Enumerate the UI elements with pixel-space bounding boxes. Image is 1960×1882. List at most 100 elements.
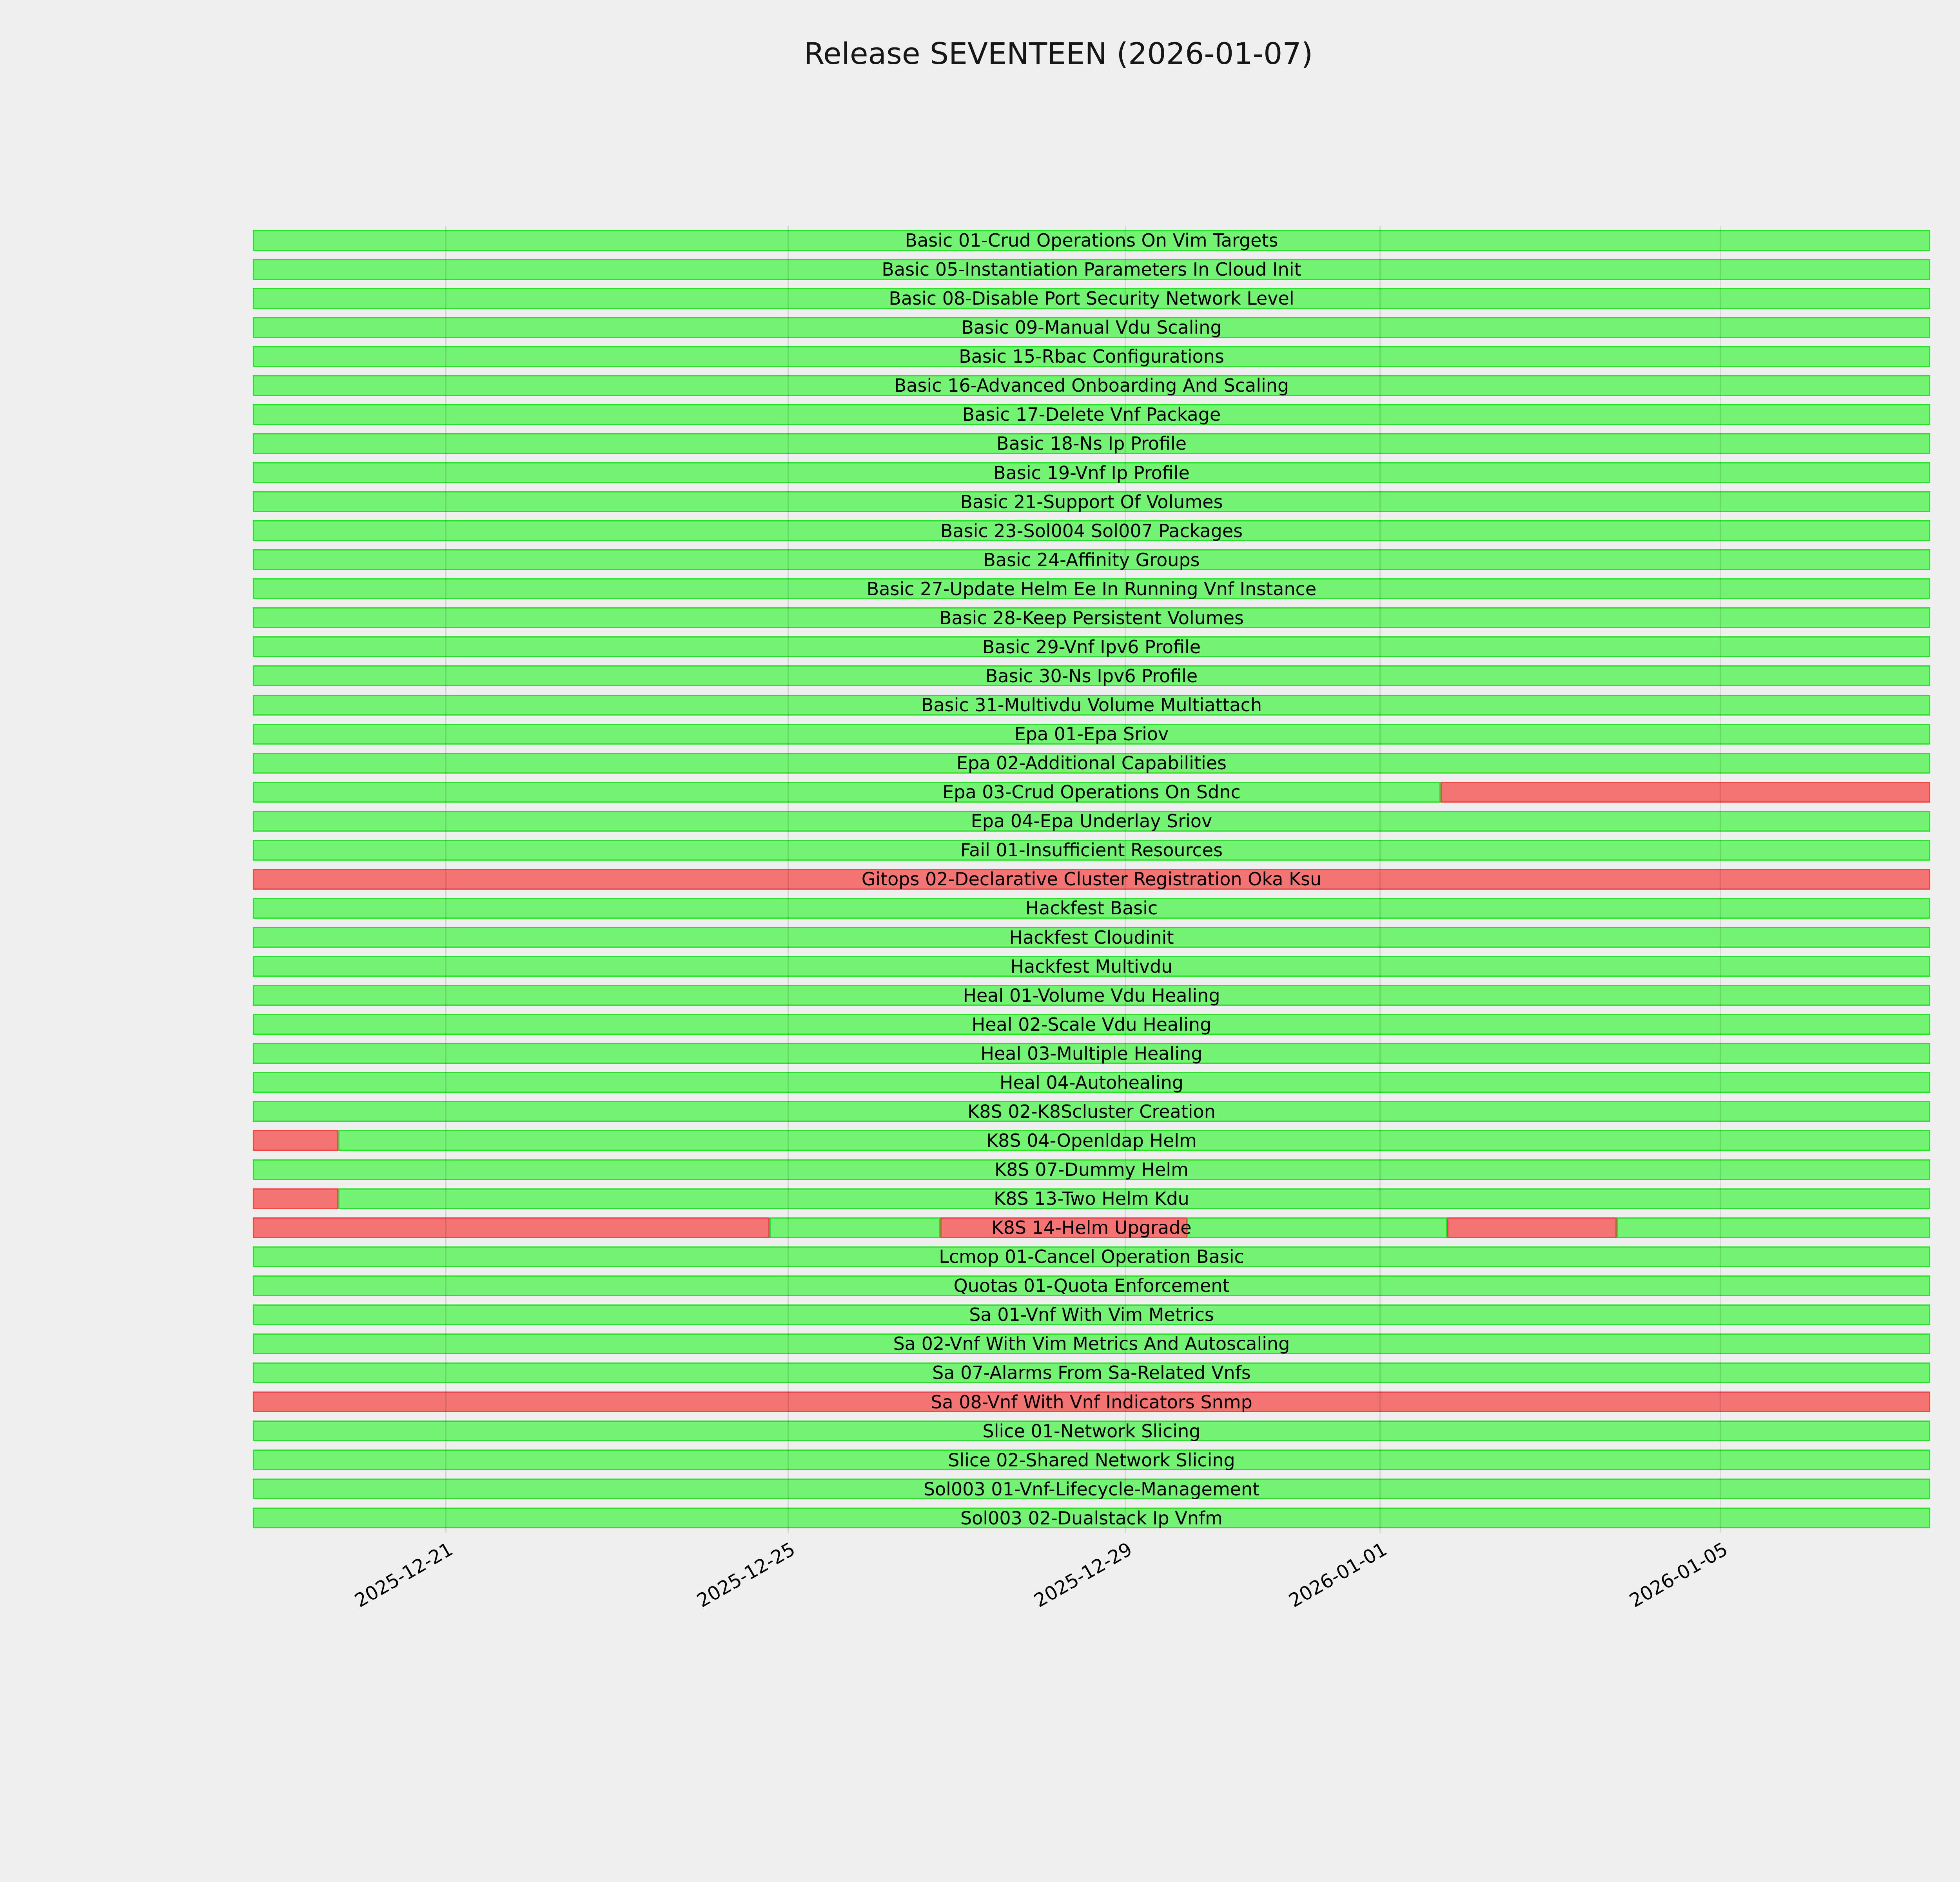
test-name-label: Epa 04-Epa Underlay Sriov — [971, 810, 1212, 832]
pass-segment — [253, 1450, 1930, 1471]
test-name-label: Sa 01-Vnf With Vim Metrics — [969, 1304, 1214, 1326]
pass-segment — [253, 665, 1930, 687]
test-row: Basic 16-Advanced Onboarding And Scaling — [253, 371, 1930, 400]
x-gridline — [1720, 226, 1721, 1533]
pass-segment — [1616, 1217, 1930, 1238]
test-result-bar — [253, 956, 1930, 977]
test-row: Epa 01-Epa Sriov — [253, 719, 1930, 748]
test-name-label: Gitops 02-Declarative Cluster Registrati… — [861, 868, 1322, 890]
test-row: Sa 01-Vnf With Vim Metrics — [253, 1300, 1930, 1329]
test-row: Sa 08-Vnf With Vnf Indicators Snmp — [253, 1388, 1930, 1417]
test-row: Heal 03-Multiple Healing — [253, 1039, 1930, 1068]
test-result-bar — [253, 781, 1930, 803]
test-name-label: Heal 04-Autohealing — [1000, 1072, 1183, 1093]
pass-segment — [253, 694, 1930, 716]
test-name-label: Sol003 01-Vnf-Lifecycle-Management — [923, 1478, 1260, 1500]
x-tick-label-text: 2025-12-25 — [693, 1538, 799, 1612]
pass-segment — [253, 259, 1930, 280]
test-result-bar — [253, 752, 1930, 774]
pass-segment — [253, 346, 1930, 367]
test-row: K8S 02-K8Scluster Creation — [253, 1097, 1930, 1126]
test-name-label: Basic 23-Sol004 Sol007 Packages — [940, 520, 1243, 541]
pass-segment — [253, 1159, 1930, 1180]
pass-segment — [253, 985, 1930, 1006]
test-name-label: Slice 02-Shared Network Slicing — [948, 1449, 1235, 1471]
test-result-bar — [253, 1188, 1930, 1209]
x-tick-label: 2025-12-21 — [336, 1538, 457, 1612]
test-row: Hackfest Cloudinit — [253, 923, 1930, 952]
test-result-bar — [253, 1217, 1930, 1238]
pass-segment — [253, 897, 1930, 919]
pass-segment — [253, 1508, 1930, 1529]
test-name-label: Slice 01-Network Slicing — [982, 1420, 1201, 1442]
test-result-bar — [253, 404, 1930, 425]
test-row: Basic 30-Ns Ipv6 Profile — [253, 661, 1930, 690]
test-row: Basic 19-Vnf Ip Profile — [253, 458, 1930, 487]
pass-segment — [253, 723, 1930, 745]
test-result-bar — [253, 665, 1930, 687]
test-row: K8S 14-Helm Upgrade — [253, 1213, 1930, 1242]
pass-segment — [253, 1043, 1930, 1064]
fail-segment — [1440, 781, 1930, 803]
test-result-bar — [253, 1304, 1930, 1325]
pass-segment — [253, 839, 1930, 861]
pass-segment — [253, 810, 1930, 832]
pass-segment — [253, 404, 1930, 425]
test-result-bar — [253, 288, 1930, 309]
test-name-label: Sa 08-Vnf With Vnf Indicators Snmp — [931, 1391, 1252, 1413]
fail-segment — [253, 868, 1930, 890]
test-row: Basic 21-Support Of Volumes — [253, 487, 1930, 516]
x-tick-label-text: 2025-12-29 — [1030, 1538, 1136, 1612]
test-row: K8S 07-Dummy Helm — [253, 1155, 1930, 1184]
x-tick-label: 2026-01-05 — [1611, 1538, 1732, 1612]
plot-area: Basic 01-Crud Operations On Vim Targets B… — [253, 226, 1930, 1612]
fail-segment — [253, 1188, 339, 1209]
test-name-label: Fail 01-Insufficient Resources — [960, 839, 1223, 861]
test-row: Sa 02-Vnf With Vim Metrics And Autoscali… — [253, 1329, 1930, 1358]
pass-segment — [253, 781, 1441, 803]
test-name-label: K8S 07-Dummy Helm — [995, 1159, 1189, 1180]
test-result-bar — [253, 1362, 1930, 1383]
pass-segment — [338, 1130, 1930, 1151]
pass-segment — [253, 752, 1930, 774]
test-result-bar — [253, 1508, 1930, 1529]
test-row: K8S 13-Two Helm Kdu — [253, 1184, 1930, 1213]
test-result-bar — [253, 1333, 1930, 1354]
test-name-label: Sa 07-Alarms From Sa-Related Vnfs — [932, 1362, 1251, 1384]
x-tick-label: 2026-01-01 — [1271, 1538, 1391, 1612]
test-result-bar — [253, 985, 1930, 1006]
x-tick-label-text: 2026-01-05 — [1626, 1538, 1732, 1612]
pass-segment — [253, 520, 1930, 541]
test-name-label: Basic 15-Rbac Configurations — [959, 346, 1224, 367]
test-name-label: Basic 21-Support Of Volumes — [960, 491, 1223, 512]
pass-segment — [253, 1072, 1930, 1093]
test-result-bar — [253, 520, 1930, 541]
pass-segment — [253, 1304, 1930, 1325]
pass-segment — [769, 1217, 941, 1238]
test-name-label: Basic 27-Update Helm Ee In Running Vnf I… — [866, 578, 1317, 599]
test-row: Gitops 02-Declarative Cluster Registrati… — [253, 865, 1930, 894]
x-tick-label: 2025-12-29 — [1016, 1538, 1136, 1612]
pass-segment — [253, 1014, 1930, 1035]
test-result-bar — [253, 1450, 1930, 1471]
test-result-bar — [253, 1043, 1930, 1064]
test-row: Heal 04-Autohealing — [253, 1068, 1930, 1097]
test-name-label: Epa 03-Crud Operations On Sdnc — [942, 781, 1241, 803]
test-name-label: Basic 30-Ns Ipv6 Profile — [985, 665, 1198, 687]
x-gridline — [1379, 226, 1381, 1533]
test-row: Sol003 02-Dualstack Ip Vnfm — [253, 1504, 1930, 1533]
test-row: Epa 02-Additional Capabilities — [253, 748, 1930, 778]
test-name-label: Heal 03-Multiple Healing — [980, 1043, 1203, 1064]
test-row: Basic 31-Multivdu Volume Multiattach — [253, 690, 1930, 719]
test-name-label: Hackfest Multivdu — [1010, 956, 1173, 977]
test-name-label: Basic 05-Instantiation Parameters In Clo… — [882, 259, 1301, 280]
pass-segment — [253, 927, 1930, 948]
pass-segment — [253, 433, 1930, 454]
test-result-bar — [253, 433, 1930, 454]
test-result-bar — [253, 346, 1930, 367]
test-result-bar — [253, 375, 1930, 396]
test-result-bar — [253, 897, 1930, 919]
test-row: Lcmop 01-Cancel Operation Basic — [253, 1242, 1930, 1271]
test-name-label: K8S 13-Two Helm Kdu — [994, 1188, 1189, 1210]
test-result-bar — [253, 491, 1930, 512]
